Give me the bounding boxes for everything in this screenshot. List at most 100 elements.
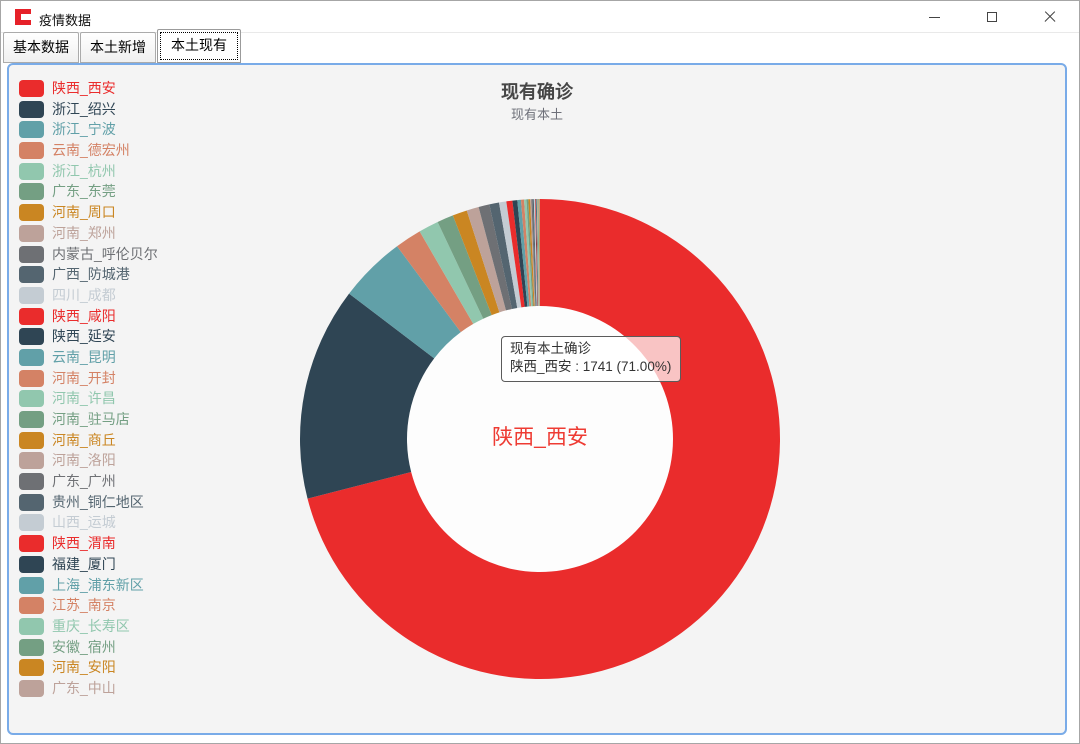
legend-item[interactable]: 四川_成都	[19, 286, 158, 304]
legend-item[interactable]: 河南_商丘	[19, 431, 158, 449]
legend-swatch[interactable]	[19, 514, 44, 532]
legend-item[interactable]: 浙江_绍兴	[19, 100, 158, 118]
legend-item[interactable]: 重庆_长寿区	[19, 617, 158, 635]
pie-slice-河南_开封[interactable]	[520, 199, 532, 307]
legend-item[interactable]: 陕西_延安	[19, 328, 158, 346]
chart-subtitle: 现有本土	[510, 107, 563, 122]
legend-item[interactable]: 陕西_西安	[19, 80, 158, 97]
pie-slice-河南_洛阳[interactable]	[530, 199, 536, 307]
tab-local-existing[interactable]: 本土现有	[157, 29, 241, 63]
chart-legend: 陕西_西安浙江_绍兴浙江_宁波云南_德宏州 浙江_杭州广东_东莞河南_周口河南_郑…	[19, 80, 158, 697]
legend-item[interactable]: 广东_中山	[19, 679, 158, 697]
pie-slice-陕西_延安[interactable]	[512, 200, 528, 307]
pie-slice-广西_防城港[interactable]	[489, 202, 518, 309]
legend-item[interactable]: 河南_郑州	[19, 224, 158, 242]
legend-item[interactable]: 广东_东莞	[19, 183, 158, 201]
maximize-button[interactable]	[963, 1, 1021, 33]
legend-swatch[interactable]	[19, 183, 44, 201]
legend-item[interactable]: 上海_浦东新区	[19, 576, 158, 594]
legend-item[interactable]: 河南_开封	[19, 369, 158, 387]
legend-swatch[interactable]	[19, 597, 44, 615]
pie-slice-内蒙古_呼伦贝尔[interactable]	[478, 204, 512, 311]
legend-swatch[interactable]	[19, 266, 44, 284]
close-button[interactable]	[1021, 1, 1079, 33]
legend-swatch[interactable]	[19, 121, 44, 139]
legend-swatch[interactable]	[19, 204, 44, 222]
legend-swatch[interactable]	[19, 411, 44, 428]
legend-swatch[interactable]	[19, 142, 44, 160]
tooltip-series-name: 现有本土确诊	[510, 341, 591, 356]
legend-label: 广西_防城港	[52, 266, 130, 283]
legend-item[interactable]: 河南_许昌	[19, 390, 158, 408]
legend-swatch[interactable]	[19, 80, 44, 97]
legend-item[interactable]: 内蒙古_呼伦贝尔	[19, 245, 158, 263]
legend-swatch[interactable]	[19, 535, 44, 553]
legend-swatch[interactable]	[19, 431, 44, 449]
legend-swatch[interactable]	[19, 224, 44, 242]
pie-slice-重庆_长寿区[interactable]	[537, 199, 539, 307]
legend-item[interactable]: 河南_驻马店	[19, 411, 158, 428]
legend-item[interactable]: 广西_防城港	[19, 266, 158, 284]
pie-slice-陕西_渭南[interactable]	[535, 199, 538, 307]
legend-item[interactable]: 安徽_宿州	[19, 638, 158, 656]
legend-swatch[interactable]	[19, 638, 44, 656]
pie-slice-四川_成都[interactable]	[499, 201, 522, 308]
legend-swatch[interactable]	[19, 100, 44, 118]
legend-swatch[interactable]	[19, 555, 44, 573]
legend-item[interactable]: 云南_德宏州	[19, 142, 158, 160]
legend-swatch[interactable]	[19, 679, 44, 697]
legend-swatch[interactable]	[19, 452, 44, 470]
pie-slice-广东_东莞[interactable]	[437, 215, 492, 319]
pie-slice-浙江_杭州[interactable]	[419, 221, 484, 324]
legend-item[interactable]: 浙江_宁波	[19, 121, 158, 139]
pie-slice-广东_广州[interactable]	[531, 199, 536, 307]
legend-swatch[interactable]	[19, 162, 44, 180]
pie-slice-河南_商丘[interactable]	[528, 199, 535, 307]
pie-slice-河南_驻马店[interactable]	[526, 199, 534, 307]
pie-slice-浙江_绍兴[interactable]	[300, 293, 435, 499]
pie-slice-浙江_宁波[interactable]	[349, 246, 461, 359]
pie-slice-河南_许昌[interactable]	[524, 199, 533, 307]
legend-swatch[interactable]	[19, 348, 44, 366]
legend-swatch[interactable]	[19, 245, 44, 263]
pie-slice-云南_昆明[interactable]	[517, 199, 530, 307]
pie-slice-江苏_南京[interactable]	[536, 199, 539, 307]
legend-item[interactable]: 浙江_杭州	[19, 162, 158, 180]
pie-slice-陕西_咸阳[interactable]	[506, 200, 525, 308]
pie-slice-安徽_宿州[interactable]	[538, 199, 540, 306]
legend-item[interactable]: 云南_昆明	[19, 348, 158, 366]
legend-swatch[interactable]	[19, 328, 44, 346]
legend-item[interactable]: 山西_运城	[19, 514, 158, 532]
legend-item[interactable]: 河南_洛阳	[19, 452, 158, 470]
legend-item[interactable]: 广东_广州	[19, 473, 158, 491]
legend-swatch[interactable]	[19, 659, 44, 677]
pie-slice-云南_德宏州[interactable]	[397, 231, 474, 333]
legend-swatch[interactable]	[19, 307, 44, 325]
tab-basic-data[interactable]: 基本数据	[3, 32, 79, 63]
pie-slice-山西_运城[interactable]	[533, 199, 538, 307]
pie-slice-福建_厦门[interactable]	[535, 199, 538, 307]
pie-slice-广东_中山[interactable]	[539, 198, 540, 306]
pie-slice-上海_浦东新区[interactable]	[536, 199, 539, 307]
legend-item[interactable]: 贵州_铜仁地区	[19, 493, 158, 511]
legend-swatch[interactable]	[19, 493, 44, 511]
pie-slice-河南_郑州[interactable]	[466, 206, 506, 313]
pie-slice-陕西_西安[interactable]	[307, 199, 781, 679]
pie-slice-河南_安阳[interactable]	[538, 198, 540, 306]
legend-item[interactable]: 江苏_南京	[19, 597, 158, 615]
legend-item[interactable]: 河南_周口	[19, 204, 158, 222]
legend-swatch[interactable]	[19, 369, 44, 387]
legend-swatch[interactable]	[19, 576, 44, 594]
legend-swatch[interactable]	[19, 473, 44, 491]
legend-swatch[interactable]	[19, 617, 44, 635]
pie-slice-河南_周口[interactable]	[452, 210, 500, 316]
tab-local-new[interactable]: 本土新增	[80, 32, 156, 63]
legend-item[interactable]: 陕西_渭南	[19, 535, 158, 553]
pie-slice-贵州_铜仁地区[interactable]	[532, 199, 537, 307]
legend-swatch[interactable]	[19, 390, 44, 408]
legend-item[interactable]: 福建_厦门	[19, 555, 158, 573]
minimize-button[interactable]	[905, 1, 963, 33]
legend-item[interactable]: 河南_安阳	[19, 659, 158, 677]
legend-item[interactable]: 陕西_咸阳	[19, 307, 158, 325]
legend-swatch[interactable]	[19, 286, 44, 304]
